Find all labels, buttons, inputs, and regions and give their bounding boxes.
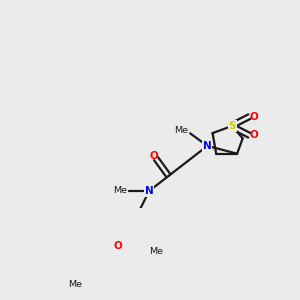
Text: O: O [149,151,158,161]
Text: S: S [229,121,236,131]
Text: O: O [250,130,259,140]
Text: Me: Me [149,248,163,256]
Text: O: O [250,112,259,122]
Text: N: N [145,186,154,196]
Text: N: N [203,141,212,151]
Text: Me: Me [175,126,189,135]
Text: Me: Me [113,186,127,195]
Text: Me: Me [68,280,82,289]
Text: O: O [113,241,122,251]
